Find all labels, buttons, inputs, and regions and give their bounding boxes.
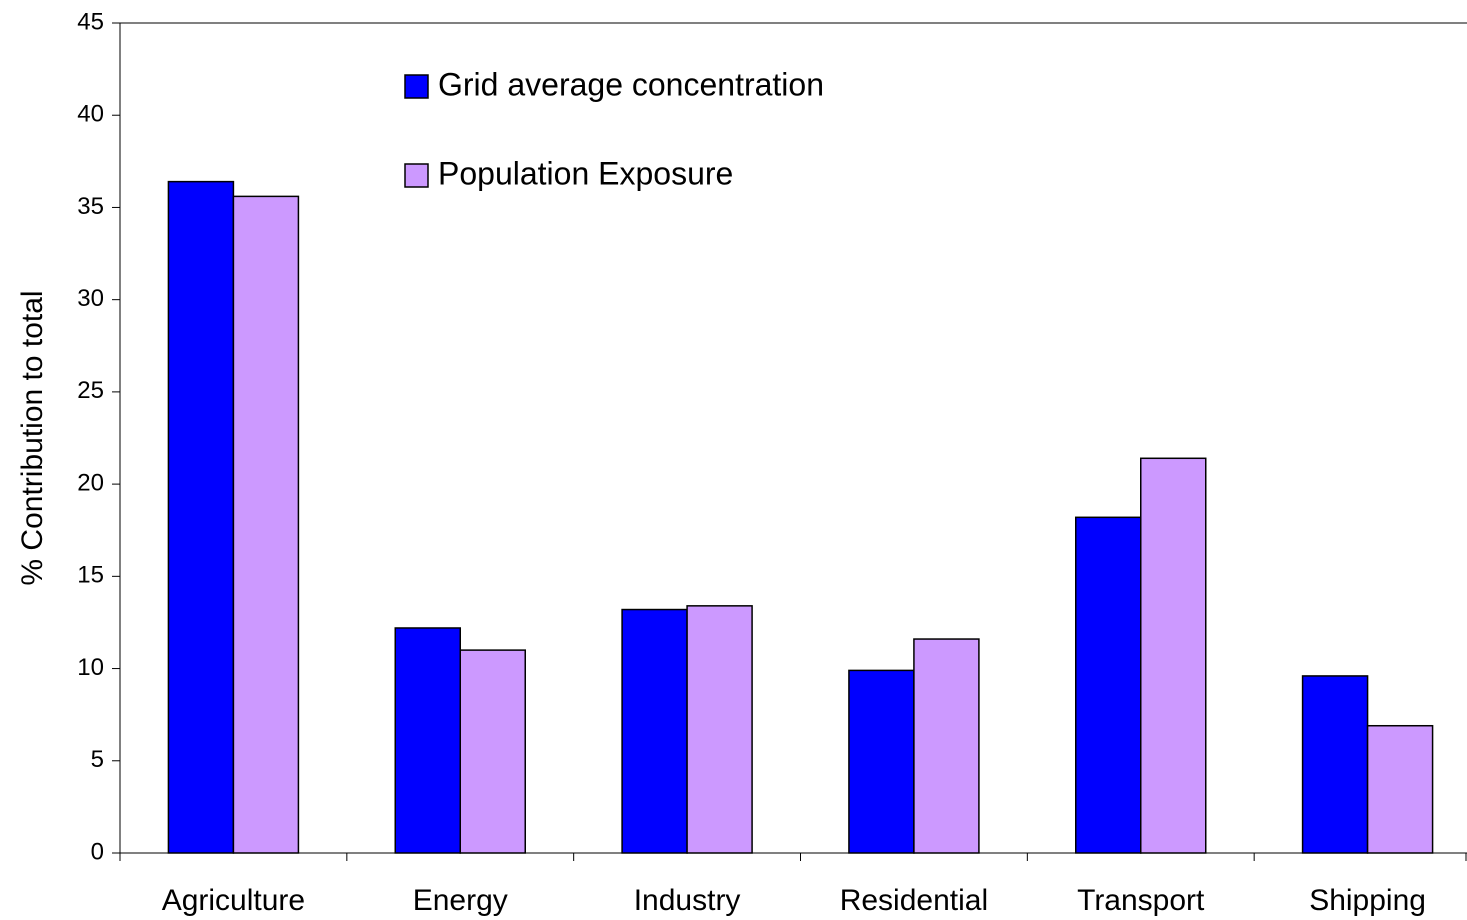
bar xyxy=(1075,516,1142,854)
bar xyxy=(1366,724,1434,854)
bar xyxy=(394,627,461,854)
legend-swatch xyxy=(404,74,429,99)
bar xyxy=(1140,457,1207,854)
y-tick-label: 45 xyxy=(77,8,104,35)
bar xyxy=(686,605,753,854)
x-tick-label: Shipping xyxy=(1309,884,1426,917)
x-tick-label: Agriculture xyxy=(162,884,305,917)
y-tick-label: 35 xyxy=(77,193,104,220)
y-tick-label: 0 xyxy=(91,838,104,865)
y-tick-label: 5 xyxy=(91,746,104,773)
legend-label: Grid average concentration xyxy=(438,66,824,102)
legend-swatch xyxy=(404,163,429,188)
bar xyxy=(848,669,915,854)
legend-label: Population Exposure xyxy=(438,155,733,191)
bar xyxy=(459,649,526,854)
y-axis-title: % Contribution to total xyxy=(16,290,49,585)
y-tick-label: 15 xyxy=(77,562,104,589)
y-tick-label: 10 xyxy=(77,654,104,681)
bar xyxy=(913,638,980,854)
y-tick-label: 30 xyxy=(77,285,104,312)
x-tick-label: Transport xyxy=(1077,884,1205,917)
y-tick-label: 40 xyxy=(77,101,104,128)
bar xyxy=(621,608,688,854)
x-tick-label: Energy xyxy=(413,884,508,917)
x-tick-label: Residential xyxy=(840,884,988,917)
y-tick-label: 20 xyxy=(77,469,104,496)
bar xyxy=(167,180,235,854)
bar xyxy=(1301,675,1369,854)
bar xyxy=(232,195,300,854)
x-tick-label: Industry xyxy=(634,884,741,917)
y-tick-label: 25 xyxy=(77,377,104,404)
